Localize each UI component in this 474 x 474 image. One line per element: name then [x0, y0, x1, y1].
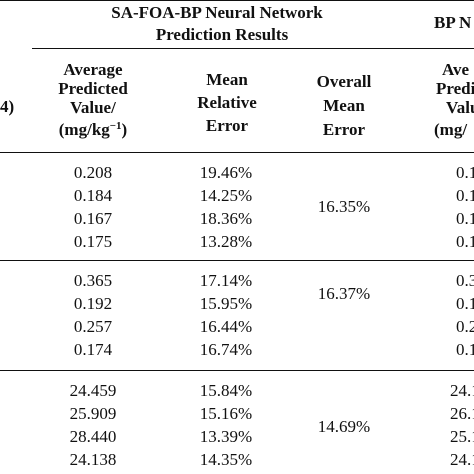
g1-r3-bp: 0.1 [456, 209, 474, 228]
g1-r3-avg: 0.167 [73, 209, 113, 228]
g3-r3-bp: 25.1 [450, 427, 474, 446]
g2-r1-mre: 17.14% [199, 271, 253, 290]
g3-r1-bp: 24.1 [450, 381, 474, 400]
g2-r1-avg: 0.365 [73, 271, 113, 290]
col-header-mre-line2: Relative [197, 93, 257, 112]
col-header-avg-line3: Value/ [70, 98, 116, 117]
g1-r1-avg: 0.208 [73, 163, 113, 182]
group-header-bp-partial: BP N [434, 13, 472, 32]
col-header-ome-line1: Overall [316, 72, 372, 91]
g1-r1-bp: 0.1 [456, 163, 474, 182]
g1-overall: 16.35% [317, 197, 371, 216]
table-top-rule [0, 0, 474, 1]
g3-r3-avg: 28.440 [69, 427, 117, 446]
col-header-bp-line4: (mg/ [434, 120, 468, 139]
g3-r4-mre: 14.35% [199, 450, 253, 469]
g1-r4-bp: 0.1 [456, 232, 474, 251]
g1-r1-mre: 19.46% [199, 163, 253, 182]
g2-r4-mre: 16.74% [199, 340, 253, 359]
g3-overall: 14.69% [317, 417, 371, 436]
g3-r1-avg: 24.459 [69, 381, 117, 400]
g2-r4-bp: 0.1 [456, 340, 474, 359]
col-header-avg-line2: Predicted [58, 79, 128, 98]
g2-r2-bp: 0.1 [456, 294, 474, 313]
g1-r2-mre: 14.25% [199, 186, 253, 205]
col-header-ome-line2: Mean [323, 96, 365, 115]
group-header-underline [32, 48, 474, 49]
g3-r2-bp: 26.1 [450, 404, 474, 423]
g2-r2-avg: 0.192 [73, 294, 113, 313]
g3-r4-avg: 24.138 [69, 450, 117, 469]
g3-r2-mre: 15.16% [199, 404, 253, 423]
col-header-bp-line3: Valu [446, 98, 474, 117]
g3-r1-mre: 15.84% [199, 381, 253, 400]
g1-r2-avg: 0.184 [73, 186, 113, 205]
g1-r4-avg: 0.175 [73, 232, 113, 251]
col-header-mre-line3: Error [205, 116, 249, 135]
g2-r2-mre: 15.95% [199, 294, 253, 313]
g3-r4-bp: 24.1 [450, 450, 474, 469]
col-header-bp-line1: Ave [442, 60, 470, 79]
g2-r1-bp: 0.3 [456, 271, 474, 290]
g2-r3-bp: 0.2 [456, 317, 474, 336]
col-header-ome-line3: Error [322, 120, 366, 139]
col-header-bp-line2: Predict [436, 79, 474, 98]
col-header-avg-line1: Average [63, 60, 123, 79]
group2-bottom-rule [0, 370, 474, 371]
g2-overall: 16.37% [317, 284, 371, 303]
col-header-mre-line1: Mean [206, 70, 248, 89]
group-header-safoa-line2: Prediction Results [155, 25, 289, 44]
col-header-avg-line4: (mg/kg−1) [58, 120, 128, 139]
group-header-safoa-line1: SA-FOA-BP Neural Network [111, 3, 323, 22]
header-bottom-rule [0, 152, 474, 153]
g1-r4-mre: 13.28% [199, 232, 253, 251]
g1-r2-bp: 0.1 [456, 186, 474, 205]
g1-r3-mre: 18.36% [199, 209, 253, 228]
group1-bottom-rule [0, 260, 474, 261]
g2-r4-avg: 0.174 [73, 340, 113, 359]
g3-r2-avg: 25.909 [69, 404, 117, 423]
left-column-partial-header: 4) [0, 97, 15, 116]
g2-r3-mre: 16.44% [199, 317, 253, 336]
g3-r3-mre: 13.39% [199, 427, 253, 446]
g2-r3-avg: 0.257 [73, 317, 113, 336]
